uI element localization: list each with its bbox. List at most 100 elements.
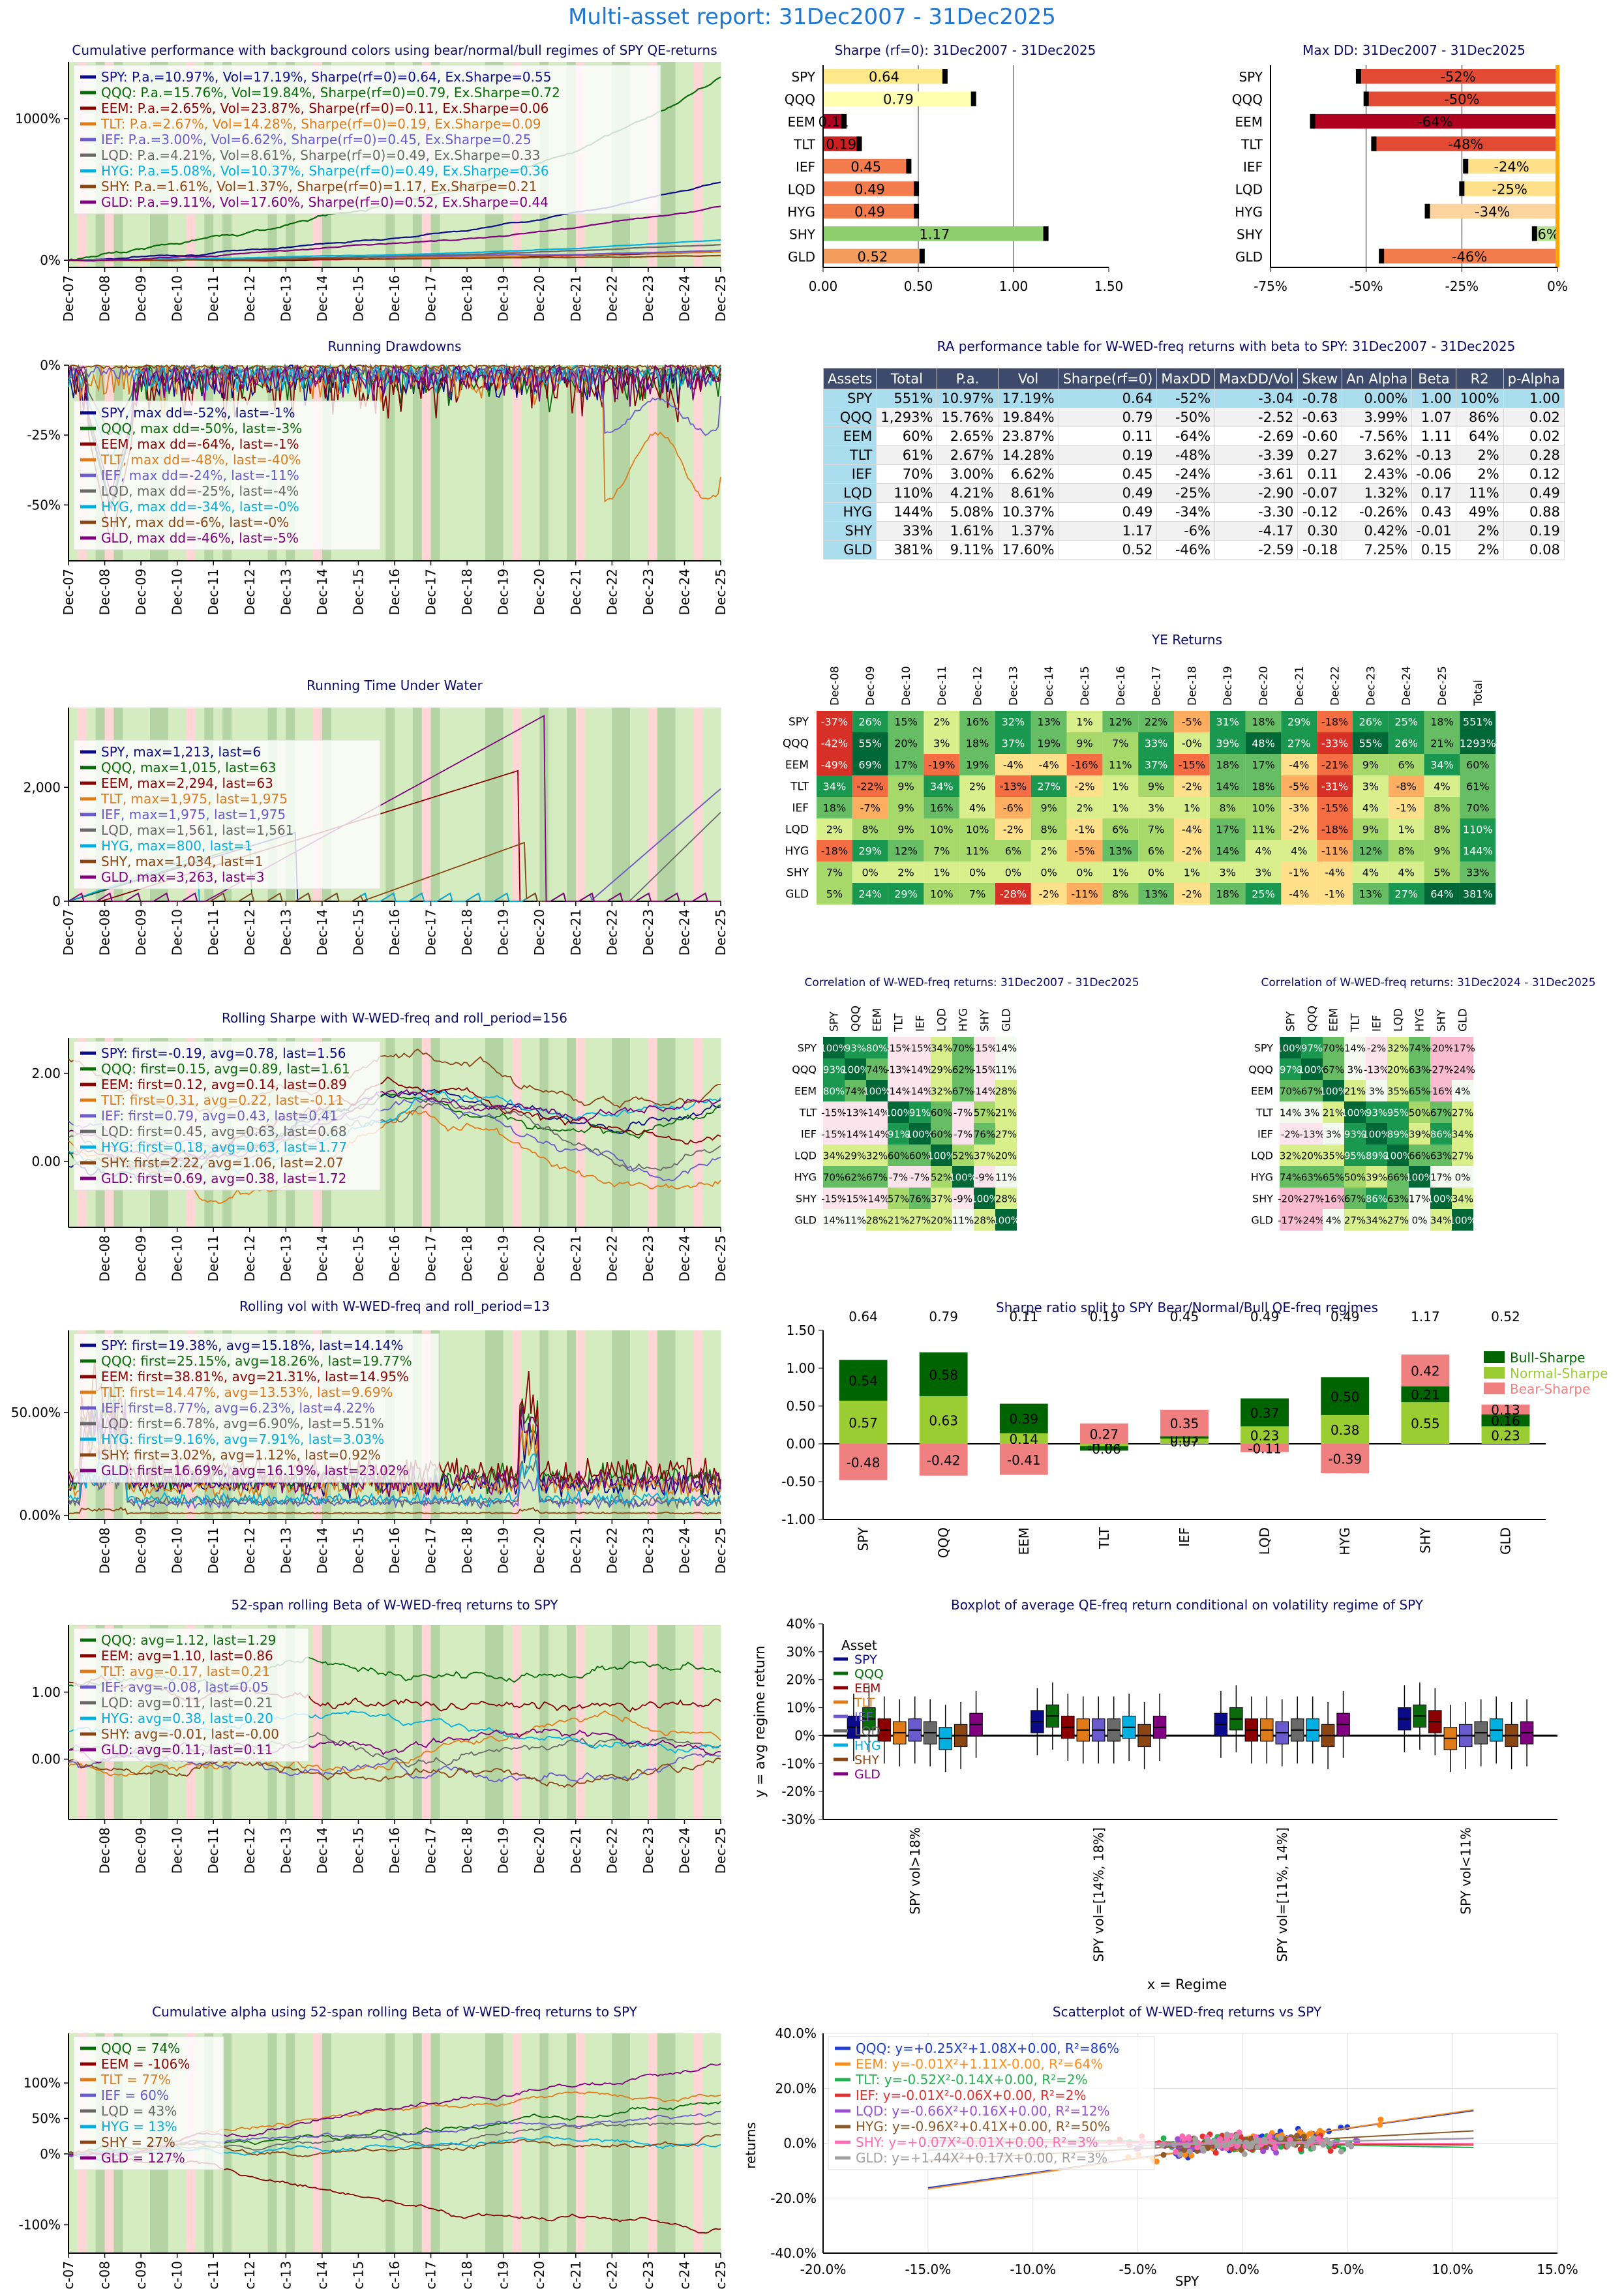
corr-full-cell-label: -14% [843,1129,868,1141]
ra-table-cell: 2% [1455,464,1504,484]
alpha-regime-band [675,2033,685,2253]
ye-returns-cell-label: 19% [1037,738,1060,750]
alpha-xtick-label: Dec-18 [459,2261,475,2289]
ra-table-cell: 110% [876,483,938,503]
drawdowns-regime-band [630,365,640,561]
tuw-legend-entry: HYG, max=800, last=1 [101,838,252,854]
sharpesplit-bar-label: 0.58 [929,1367,958,1383]
ra-table-cell: 0.15 [1411,540,1456,560]
drawdowns-regime-band [412,365,423,561]
corr-last-year-cell [1387,1101,1409,1123]
rollvol-regime-band [648,1330,658,1519]
ye-returns-cell [1460,775,1496,797]
corr-last-year-cell [1430,1058,1452,1080]
ye-returns-cell [852,861,888,883]
scatter-point [1186,2148,1193,2155]
ye-returns-cell-label: 7% [969,888,985,901]
ye-returns-cell [1030,883,1067,905]
ra-table-cell: 0.02 [1503,408,1565,427]
corr-full-cell-label: 74% [845,1086,866,1098]
ye-returns-cell [888,861,924,883]
sharpesplit-bar-label: 0.54 [849,1373,878,1389]
cumperf-xtick-label: Dec-07 [61,275,76,322]
sharpesplit-bar-bull-sharpe [1160,1436,1209,1439]
alpha-regime-band [403,2033,414,2253]
scatter-point [1175,2136,1181,2142]
ye-returns-cell-label: 1% [1112,802,1128,815]
corr-last-year-cell [1280,1123,1301,1144]
ye-returns-cell-label: 1% [1076,716,1092,728]
alpha-legend-entry: HYG = 13% [101,2119,177,2134]
ye-returns-cell-label: 3% [1148,802,1164,815]
corr-full-cell [931,1037,952,1058]
cumperf-regime-band [666,62,676,267]
rollsharpe-xtick-label: Dec-10 [170,1235,185,1281]
beta-regime-band [675,1625,685,1819]
corr-last-year-cell [1430,1144,1452,1166]
ye-returns-cell-label: 18% [1216,888,1239,901]
ye-returns-cell-label: 9% [1362,759,1379,771]
beta-regime-band [403,1625,414,1819]
ra-table-row: HYG 144% 5.08% 10.37% 0.49 -34% -3.30 -0.12 -0.2… [822,502,1565,522]
maxdd-bar [1427,203,1557,219]
alpha-xtick-label: Dec-08 [97,2261,113,2289]
ye-returns-cell [1066,797,1103,818]
ye-returns-cell [1281,883,1317,905]
ra-table-cell: 100% [1455,389,1504,408]
ye-returns-cell-label: 22% [1145,716,1168,728]
corr-full-cell [909,1123,931,1144]
sharpe-bar-cap [1043,226,1049,241]
rollvol-regime-band [594,1330,604,1519]
corr-last-year-cell [1301,1123,1323,1144]
ye-returns-cell-label: -2% [1182,845,1202,858]
rollvol-xtick-label: Dec-20 [532,1527,547,1574]
maxdd-value-label: -50% [1444,92,1479,108]
corr-last-year-cell-label: 0% [1455,1172,1471,1184]
ye-returns-column-label: Dec-11 [936,666,949,706]
sharpesplit-title: Sharpe ratio split to SPY Bear/Normal/Bu… [996,1300,1378,1315]
corr-full-cell-label: 37% [931,1193,952,1205]
ye-returns-cell-label: 8% [1220,802,1236,815]
ra-table-cell: 2.65% [937,426,999,446]
sharpesplit-bar-bear-sharpe [1401,1354,1450,1386]
ye-returns-cell [1460,711,1496,732]
cumperf-legend-entry: SHY: P.a.=1.61%, Vol=1.37%, Sharpe(rf=0)… [101,179,537,194]
ye-returns-cell [1281,797,1317,818]
ra-table-cell: 1.17 [1058,521,1158,541]
scatter-xlabel: SPY [1175,2273,1199,2289]
scatter-legend-entry: SHY: y=+0.07X²-0.01X+0.00, R²=3% [856,2134,1098,2150]
cumperf-xtick-label: Dec-09 [133,275,149,322]
ye-returns-cell-label: 29% [1287,716,1311,728]
ye-returns-cell-label: 34% [823,781,847,793]
ye-returns-cell-label: -7% [860,802,880,815]
cumperf-xtick-label: Dec-23 [640,275,656,322]
sharpe-category-label: LQD [788,181,815,197]
ye-returns-cell-label: 14% [1216,845,1239,858]
scatter-legend-entry: EEM: y=-0.01X²+1.11X-0.00, R²=64% [856,2056,1103,2072]
ye-returns-cell-label: -0% [1182,738,1202,750]
corr-full-cell-label: 100% [820,1043,848,1055]
corr-last-year-cell-label: 100% [1449,1215,1477,1227]
alpha-regime-band [232,2033,241,2253]
corr-full-row-label: SHY [796,1193,817,1205]
corr-full-cell [974,1166,995,1188]
rollvol-xtick-label: Dec-19 [496,1527,511,1574]
ye-returns-cell [924,775,960,797]
maxdd-value-label: -48% [1448,137,1483,153]
cumperf-regime-band [693,62,703,267]
corr-last-year-cell [1301,1037,1323,1058]
ye-returns-cell [959,883,995,905]
corr-last-year-cell-label: 3% [1304,1107,1320,1119]
ra-table-cell: 9.11% [937,540,999,560]
ye-returns-cell [1388,797,1424,818]
corr-last-year-cell [1409,1080,1430,1101]
rollvol-legend-entry: HYG: first=9.16%, avg=7.91%, last=3.03% [101,1431,384,1447]
maxdd-bar-cap [1363,91,1369,106]
beta-xtick-label: Dec-09 [133,1827,149,1874]
ye-returns-cell-label: -42% [821,738,848,750]
ye-returns-cell-label: 13% [1145,888,1168,901]
rollvol-legend-entry: GLD: first=16.69%, avg=16.19%, last=23.0… [101,1463,409,1478]
rollsharpe-regime-band [666,1038,676,1227]
rollsharpe-xtick-label: Dec-18 [459,1235,475,1281]
sharpe-value-label: 0.52 [858,249,888,265]
